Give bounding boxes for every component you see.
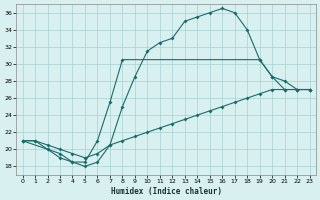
X-axis label: Humidex (Indice chaleur): Humidex (Indice chaleur) [111,187,221,196]
